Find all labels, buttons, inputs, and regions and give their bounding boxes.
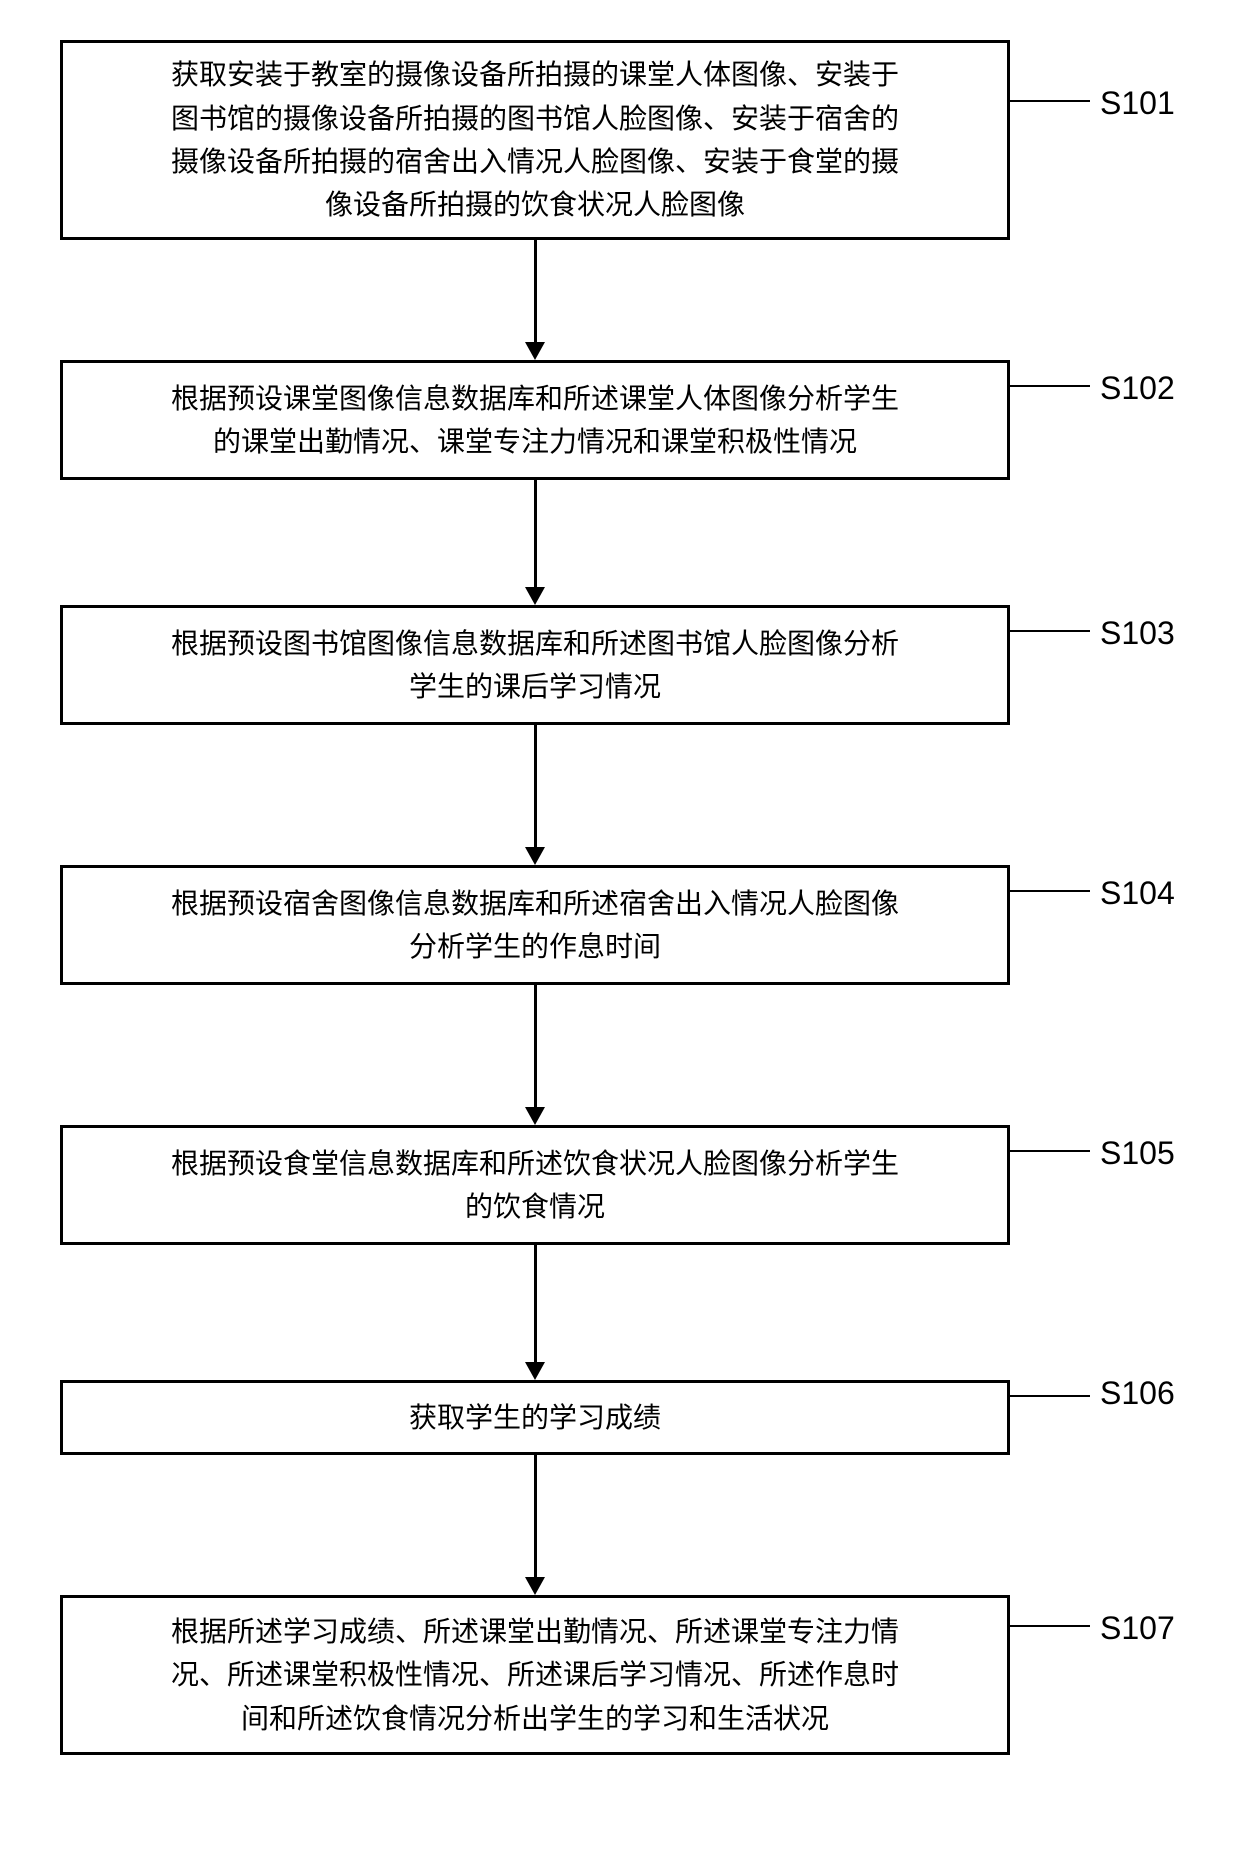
node-s103: 根据预设图书馆图像信息数据库和所述图书馆人脸图像分析 学生的课后学习情况 bbox=[60, 605, 1010, 725]
arrow-head-icon bbox=[525, 342, 545, 360]
label-s102: S102 bbox=[1100, 370, 1175, 407]
node-s101: 获取安装于教室的摄像设备所拍摄的课堂人体图像、安装于 图书馆的摄像设备所拍摄的图… bbox=[60, 40, 1010, 240]
node-s107: 根据所述学习成绩、所述课堂出勤情况、所述课堂专注力情 况、所述课堂积极性情况、所… bbox=[60, 1595, 1010, 1755]
arrow-head-icon bbox=[525, 587, 545, 605]
node-s106: 获取学生的学习成绩 bbox=[60, 1380, 1010, 1455]
arrow-head-icon bbox=[525, 1362, 545, 1380]
node-text: 根据预设图书馆图像信息数据库和所述图书馆人脸图像分析 学生的课后学习情况 bbox=[171, 622, 899, 709]
label-connector bbox=[1010, 890, 1090, 892]
arrow-head-icon bbox=[525, 1107, 545, 1125]
arrow-line bbox=[534, 480, 537, 587]
arrow-line bbox=[534, 1245, 537, 1362]
label-connector bbox=[1010, 1625, 1090, 1627]
node-text: 获取学生的学习成绩 bbox=[409, 1396, 661, 1439]
node-text: 根据预设食堂信息数据库和所述饮食状况人脸图像分析学生 的饮食情况 bbox=[171, 1142, 899, 1229]
node-text: 根据所述学习成绩、所述课堂出勤情况、所述课堂专注力情 况、所述课堂积极性情况、所… bbox=[171, 1610, 899, 1740]
label-s107: S107 bbox=[1100, 1610, 1175, 1647]
label-s106: S106 bbox=[1100, 1375, 1175, 1412]
arrow-line bbox=[534, 1455, 537, 1577]
node-text: 根据预设课堂图像信息数据库和所述课堂人体图像分析学生 的课堂出勤情况、课堂专注力… bbox=[171, 377, 899, 464]
label-s105: S105 bbox=[1100, 1135, 1175, 1172]
label-connector bbox=[1010, 630, 1090, 632]
label-s101: S101 bbox=[1100, 85, 1175, 122]
label-connector bbox=[1010, 385, 1090, 387]
label-s104: S104 bbox=[1100, 875, 1175, 912]
arrow-head-icon bbox=[525, 847, 545, 865]
flowchart-container: 获取安装于教室的摄像设备所拍摄的课堂人体图像、安装于 图书馆的摄像设备所拍摄的图… bbox=[0, 0, 1240, 1873]
node-s102: 根据预设课堂图像信息数据库和所述课堂人体图像分析学生 的课堂出勤情况、课堂专注力… bbox=[60, 360, 1010, 480]
node-s104: 根据预设宿舍图像信息数据库和所述宿舍出入情况人脸图像 分析学生的作息时间 bbox=[60, 865, 1010, 985]
arrow-line bbox=[534, 725, 537, 847]
arrow-head-icon bbox=[525, 1577, 545, 1595]
node-s105: 根据预设食堂信息数据库和所述饮食状况人脸图像分析学生 的饮食情况 bbox=[60, 1125, 1010, 1245]
label-connector bbox=[1010, 100, 1090, 102]
label-s103: S103 bbox=[1100, 615, 1175, 652]
label-connector bbox=[1010, 1395, 1090, 1397]
arrow-line bbox=[534, 985, 537, 1107]
label-connector bbox=[1010, 1150, 1090, 1152]
node-text: 根据预设宿舍图像信息数据库和所述宿舍出入情况人脸图像 分析学生的作息时间 bbox=[171, 882, 899, 969]
node-text: 获取安装于教室的摄像设备所拍摄的课堂人体图像、安装于 图书馆的摄像设备所拍摄的图… bbox=[171, 53, 899, 227]
arrow-line bbox=[534, 240, 537, 342]
